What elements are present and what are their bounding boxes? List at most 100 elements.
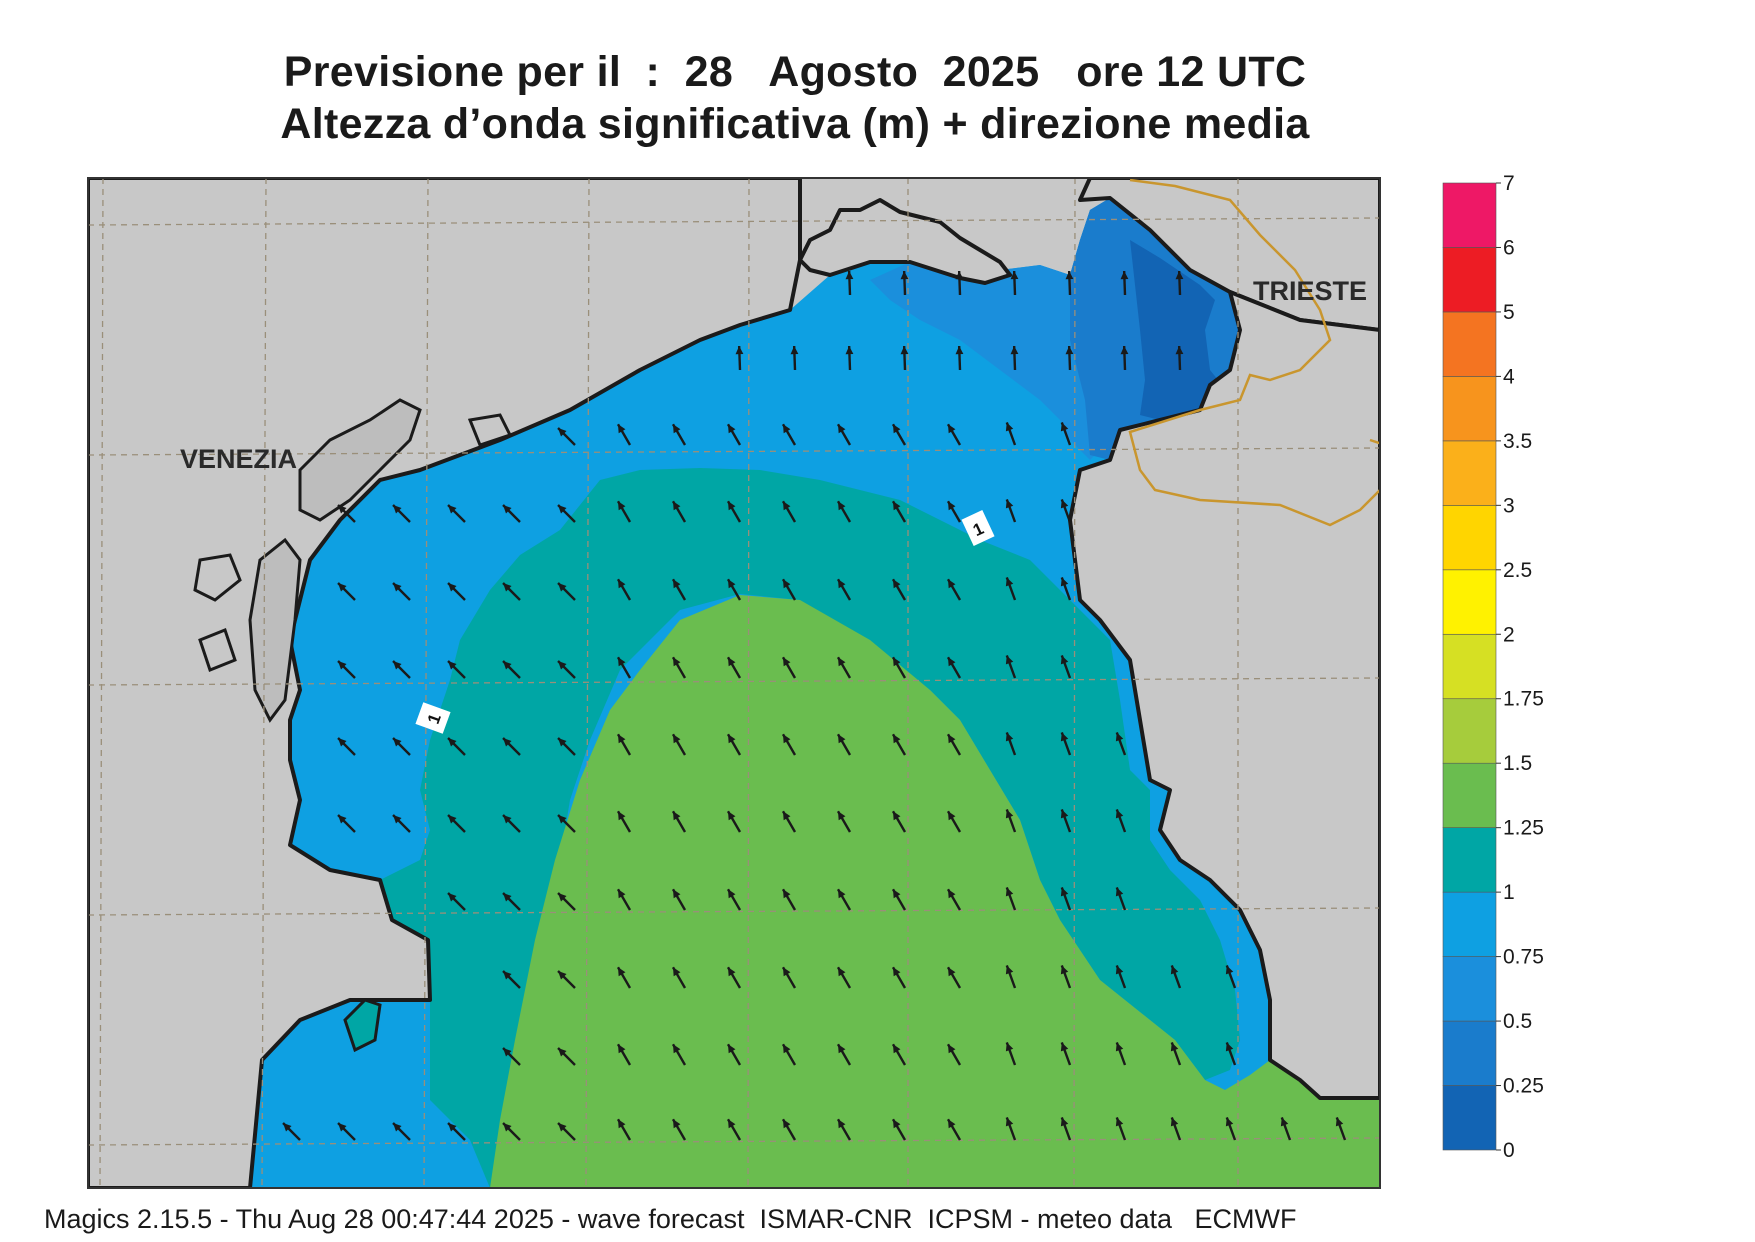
colorbar-swatch — [1442, 440, 1497, 506]
colorbar-tick-label: 3 — [1503, 494, 1515, 517]
wave-direction-arrows — [282, 270, 1347, 1141]
colorbar-swatch — [1442, 182, 1497, 248]
direction-arrowhead — [728, 889, 736, 899]
direction-arrowhead — [673, 501, 681, 511]
direction-arrowhead — [893, 1119, 901, 1129]
direction-arrowhead — [618, 424, 626, 434]
direction-arrowhead — [618, 811, 626, 821]
direction-arrowhead — [948, 1119, 956, 1129]
lagoon-island — [193, 413, 513, 672]
direction-arrowhead — [338, 505, 347, 514]
direction-arrowhead — [558, 583, 567, 592]
direction-arrowhead — [503, 583, 512, 592]
direction-arrowhead — [838, 424, 846, 434]
direction-arrowhead — [838, 1119, 846, 1129]
direction-arrowhead — [338, 661, 347, 670]
direction-arrowhead — [338, 583, 347, 592]
coastal-island — [343, 998, 382, 1053]
city-label-venezia: VENEZIA — [180, 444, 297, 474]
colorbar-tick-label: 0 — [1503, 1139, 1515, 1162]
colorbar-swatch — [1442, 698, 1497, 764]
direction-arrowhead — [338, 1123, 347, 1132]
direction-arrowhead — [448, 505, 457, 514]
direction-arrowhead — [783, 967, 791, 977]
direction-arrowhead — [948, 967, 956, 977]
direction-arrowhead — [948, 1044, 956, 1054]
direction-arrowhead — [948, 657, 956, 667]
direction-arrowhead — [1060, 965, 1069, 975]
direction-arrowhead — [955, 271, 964, 280]
direction-arrowhead — [448, 661, 457, 670]
direction-arrowhead — [783, 657, 791, 667]
colorbar-tick-label: 6 — [1503, 236, 1515, 259]
direction-arrowhead — [893, 811, 901, 821]
direction-arrowhead — [1115, 1117, 1124, 1127]
contour-label: 1 — [415, 702, 451, 734]
national-border — [1128, 178, 1380, 527]
direction-arrowhead — [728, 657, 736, 667]
direction-arrowhead — [838, 811, 846, 821]
direction-arrowhead — [1005, 965, 1014, 975]
direction-arrowhead — [728, 579, 736, 589]
direction-arrowhead — [393, 583, 402, 592]
lagoon-island — [248, 537, 302, 723]
direction-arrowhead — [893, 967, 901, 977]
colorbar-swatch — [1442, 247, 1497, 313]
colorbar-swatch — [1442, 891, 1497, 957]
direction-arrowhead — [673, 424, 681, 434]
direction-arrowhead — [558, 428, 567, 437]
direction-arrowhead — [893, 501, 901, 511]
direction-arrowhead — [728, 967, 736, 977]
direction-arrowhead — [558, 505, 567, 514]
direction-arrowhead — [1005, 577, 1014, 587]
direction-arrowhead — [673, 579, 681, 589]
direction-arrowhead — [728, 501, 736, 511]
direction-arrowhead — [893, 657, 901, 667]
direction-arrowhead — [393, 815, 402, 824]
colorbar-swatch — [1442, 311, 1497, 377]
direction-arrowhead — [448, 893, 457, 902]
direction-arrowhead — [1010, 271, 1019, 280]
direction-arrowhead — [845, 346, 854, 355]
direction-arrowhead — [673, 734, 681, 744]
footer-credits: Magics 2.15.5 - Thu Aug 28 00:47:44 2025… — [44, 1204, 1297, 1234]
direction-arrowhead — [893, 1044, 901, 1054]
direction-arrowhead — [1005, 1042, 1014, 1052]
direction-arrowhead — [673, 1044, 681, 1054]
direction-arrowhead — [893, 889, 901, 899]
direction-arrowhead — [1335, 1117, 1344, 1127]
direction-arrowhead — [1060, 887, 1069, 897]
direction-arrowhead — [1005, 422, 1014, 432]
direction-arrowhead — [503, 1048, 512, 1057]
direction-arrowhead — [448, 738, 457, 747]
direction-arrowhead — [1170, 1117, 1179, 1127]
direction-arrowhead — [1115, 1042, 1124, 1052]
colorbar-swatch — [1442, 1020, 1497, 1086]
direction-arrowhead — [1170, 965, 1179, 975]
colorbar-tick-label: 0.25 — [1503, 1075, 1544, 1098]
direction-arrowhead — [618, 967, 626, 977]
direction-arrowhead — [783, 501, 791, 511]
direction-arrowhead — [838, 657, 846, 667]
forecast-subtitle: Altezza d’onda significativa (m) + direz… — [280, 100, 1310, 148]
direction-arrowhead — [448, 1123, 457, 1132]
map-frame — [87, 177, 1381, 1189]
colorbar-swatch — [1442, 569, 1497, 635]
direction-arrowhead — [558, 971, 567, 980]
direction-arrowhead — [1120, 346, 1129, 355]
colorbar-swatch — [1442, 505, 1497, 571]
colorbar-swatch — [1442, 1085, 1497, 1151]
direction-arrowhead — [1225, 1117, 1234, 1127]
direction-arrowhead — [1115, 965, 1124, 975]
direction-arrowhead — [783, 1119, 791, 1129]
direction-arrowhead — [838, 734, 846, 744]
direction-arrowhead — [558, 738, 567, 747]
direction-arrowhead — [948, 734, 956, 744]
direction-arrowhead — [673, 889, 681, 899]
colorbar-swatch — [1442, 633, 1497, 700]
direction-arrowhead — [338, 815, 347, 824]
direction-arrowhead — [838, 1044, 846, 1054]
direction-arrowhead — [1060, 809, 1069, 819]
colorbar-swatch — [1442, 827, 1497, 893]
direction-arrowhead — [503, 661, 512, 670]
